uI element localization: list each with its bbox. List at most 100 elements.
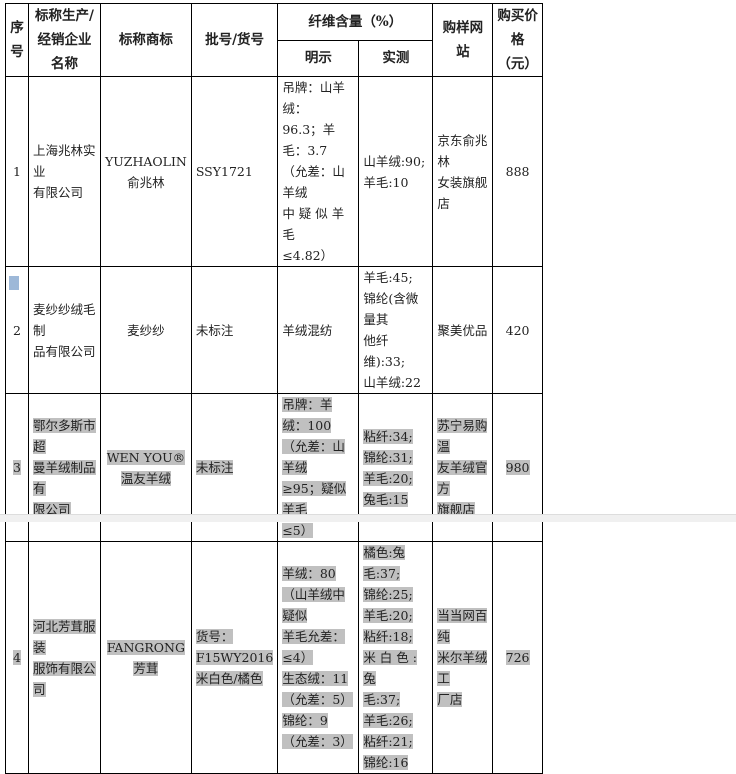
cell-line: 锦纶(含微量其 (363, 291, 419, 327)
cell-line: 限公司 (33, 502, 71, 517)
cell-site: 京东俞兆林女装旗舰店 (432, 76, 494, 267)
cell-price: 726 (492, 541, 543, 774)
cell-line: 中 疑 似 羊 毛 (282, 206, 345, 242)
cell-declared: 羊绒：80 （山羊绒中疑似 羊毛允差：≤4） 生态绒：11 （允差：5） 锦纶：9 （允差：… (277, 541, 360, 774)
cell-price: 420 (492, 266, 543, 394)
cell-line: 羊毛允差：≤4） (282, 629, 345, 665)
cell-line: WEN YOU® (106, 449, 186, 465)
cell-line: 兔毛:15 (363, 491, 409, 507)
cell-line: （允差：山羊绒 (282, 164, 345, 200)
cell-line: 橘色:兔毛:37; (363, 545, 406, 581)
cell-line: 吊牌：山羊绒： (282, 80, 345, 116)
cell-batch: SSY1721 (190, 76, 279, 267)
cell-line: 山羊绒:90; (363, 153, 426, 169)
cell-line: 羊绒：80 (282, 566, 336, 581)
header-company: 标称生产/经销企业名称 (28, 3, 101, 77)
cell-line: 粘纤:34; (363, 428, 413, 444)
cell-line: 726 (505, 650, 530, 665)
cell-line: 品有限公司 (33, 343, 96, 359)
cell-line: 麦纱纱 (127, 322, 165, 338)
cell-line: 京东俞兆林 (437, 132, 488, 169)
cell-line: 鄂尔多斯市超 (33, 418, 96, 454)
cell-measured: 橘色:兔毛:37; 锦纶:25; 羊毛:20; 粘纤:18; 米 白 色 : 兔毛:37… (358, 541, 434, 774)
cell-line: 羊毛:10 (363, 174, 409, 190)
cell-line: 河北芳茸服装 (33, 618, 96, 655)
cell-line: 有限公司 (33, 185, 84, 200)
header-declared: 明示 (277, 39, 360, 77)
cell-declared: 吊牌：山羊绒： 96.3；羊毛：3.7 （允差：山羊绒中 疑 似 羊 毛 ≤4.82） (277, 76, 360, 267)
header-site: 购样网站 (432, 3, 494, 77)
header-price: 购买价格（元） (492, 3, 543, 77)
cell-line: 米白色/橘色 (195, 671, 263, 686)
cell-line: ≤4.82） (282, 248, 334, 263)
cell-line: 厂店 (437, 692, 463, 707)
cell-line: F15WY2016 (195, 650, 274, 665)
cell-line: 3 (13, 460, 21, 475)
cell-line: 粘纤:21; (363, 734, 413, 749)
cell-company: 上海兆林实业有限公司 (28, 76, 101, 267)
header-batch: 批号/货号 (190, 3, 279, 77)
cell-line: 温友羊绒 (120, 470, 171, 486)
cell-line: 羊毛:20; (363, 470, 413, 486)
cell-site: 聚美优品 (432, 266, 494, 394)
cell-seq: 1 (5, 76, 29, 267)
cell-line: 当当网百纯 (437, 608, 488, 644)
cell-line: 服饰有限公司 (33, 660, 96, 697)
cell-line: YUZHAOLIN (105, 153, 187, 169)
cell-line: FANGRONG (106, 639, 185, 655)
cell-line: 米 白 色 : 兔 (363, 650, 417, 686)
cell-line: 曼羊绒制品有 (33, 460, 96, 496)
horizontal-scrollbar[interactable] (0, 514, 736, 522)
cell-line: 上海兆林实业 (33, 143, 96, 179)
header-brand: 标称商标 (100, 3, 192, 77)
cell-line: 羊毛:26; (363, 713, 413, 728)
cell-line: 2 (13, 322, 21, 338)
cell-line: ≥95；疑似羊毛 (282, 481, 347, 517)
cell-line: 苏宁易购温 (437, 418, 488, 454)
cell-line: 1 (13, 164, 21, 179)
cell-line: 俞兆林 (127, 174, 165, 190)
cell-line: （允差：3） (282, 734, 353, 749)
cell-line: （允差：山羊绒 (282, 439, 345, 475)
cell-line: 生态绒：11 (282, 671, 349, 686)
cell-line: 旗舰店 (437, 502, 475, 517)
fiber-content-table: 序号 标称生产/经销企业名称 标称商标 批号/货号 纤维含量（%） 购样网站 购… (5, 3, 543, 774)
cell-company: 麦纱纱绒毛制 品有限公司 (28, 266, 101, 394)
cell-line: 货号： (195, 629, 234, 644)
cell-seq: 4 (5, 541, 29, 774)
cell-line: 锦纶：9 (282, 713, 328, 728)
cell-line: 羊毛:20; (363, 608, 413, 623)
table-row: 1 上海兆林实业 有限公司 YUZHAOLIN 俞兆林 SSY1721 吊牌：山羊绒： 96.… (5, 76, 543, 267)
cell-line: 锦纶:16 (363, 755, 409, 770)
table-row: 4 河北芳茸服装 服饰有限公司 FANGRONG 芳茸 货号： F15WY2016 米白色/橘… (5, 541, 543, 774)
cell-measured: 山羊绒:90; 羊毛:10 (358, 76, 434, 267)
cell-line: 山羊绒:22 (363, 375, 421, 390)
cell-line: 米尔羊绒工 (437, 650, 488, 686)
cell-line: 4 (13, 650, 21, 665)
row-marker-icon (9, 276, 19, 290)
cell-line: 锦纶:25; (363, 587, 413, 602)
cell-line: 96.3；羊毛：3.7 (282, 122, 336, 158)
cell-line: 友羊绒官方 (437, 460, 488, 496)
cell-line: （山羊绒中疑似 (282, 587, 345, 623)
cell-batch: 货号： F15WY2016 米白色/橘色 (190, 541, 279, 774)
cell-company: 河北芳茸服装 服饰有限公司 (28, 541, 101, 774)
cell-line: 他纤维):33; (363, 333, 406, 369)
cell-brand: YUZHAOLIN 俞兆林 (100, 76, 192, 267)
cell-brand: FANGRONG 芳茸 (100, 541, 192, 774)
cell-line: 粘纤:18; (363, 629, 413, 644)
cell-line: 聚美优品 (437, 322, 488, 338)
cell-line: 吊牌：羊绒：100 (282, 397, 333, 433)
cell-line: 女装旗舰店 (437, 174, 488, 211)
cell-line: 未标注 (195, 322, 234, 338)
cell-line: SSY1721 (195, 164, 253, 179)
cell-line: 芳茸 (133, 660, 159, 676)
cell-line: 980 (505, 460, 530, 475)
cell-line: 420 (505, 322, 530, 338)
cell-line: 羊毛:45; (363, 270, 413, 285)
cell-line: （允差：5） (282, 692, 353, 707)
cell-site: 当当网百纯米尔羊绒工厂店 (432, 541, 494, 774)
cell-measured: 羊毛:45; 锦纶(含微量其 他纤维):33; 山羊绒:22 (358, 266, 434, 394)
cell-batch: 未标注 (190, 266, 279, 394)
header-seq: 序号 (5, 3, 29, 77)
